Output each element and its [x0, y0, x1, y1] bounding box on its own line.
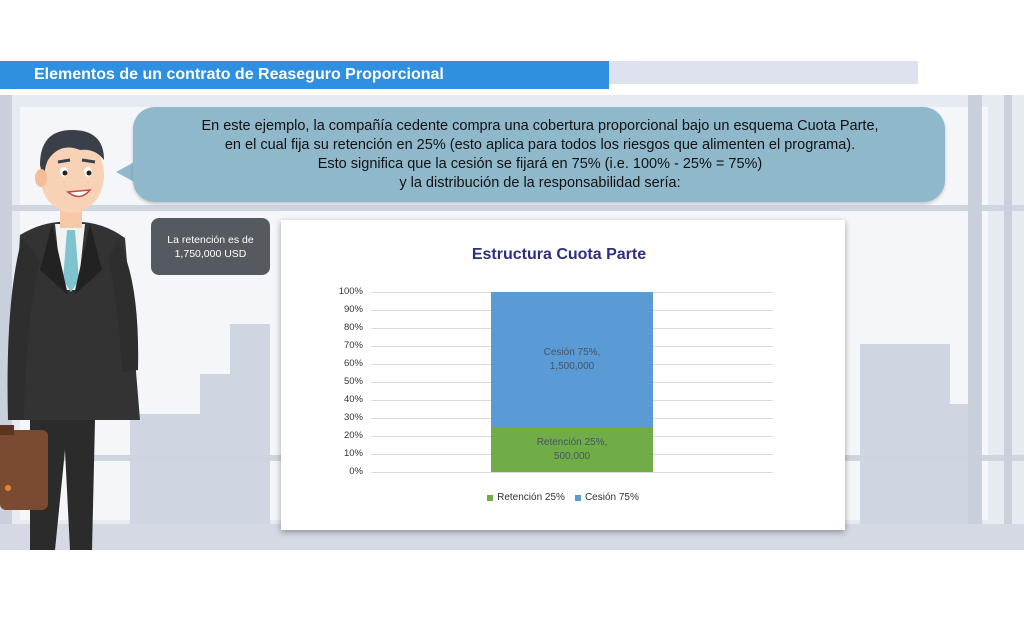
- y-tick-label: 60%: [343, 358, 363, 369]
- speech-bubble-text: En este ejemplo, la compañía cedente com…: [150, 117, 930, 193]
- businessman-illustration: [0, 130, 140, 550]
- y-tick-label: 100%: [338, 286, 363, 297]
- bubble-line: en el cual fija su retención en 25% (est…: [224, 137, 856, 153]
- window-pillar: [1004, 95, 1012, 550]
- gridline: [371, 472, 773, 473]
- y-tick-label: 90%: [343, 304, 363, 315]
- y-tick-label: 70%: [343, 340, 363, 351]
- y-tick-label: 30%: [343, 412, 363, 423]
- legend-swatch: [574, 494, 581, 501]
- chart-title: Estructura Cuota Parte: [471, 246, 647, 263]
- y-tick-label: 20%: [343, 430, 363, 441]
- city-building: [230, 324, 270, 524]
- bar-segment: [491, 427, 653, 472]
- data-label-line: Retención 25%,: [536, 436, 608, 448]
- retention-note-line2: 1,750,000 USD: [174, 247, 247, 260]
- data-label: Cesión 75%, 1,500,000: [491, 346, 653, 374]
- chart-legend: Retención 25% Cesión 75%: [281, 492, 845, 504]
- data-label-line: 1,500,000: [549, 360, 595, 372]
- data-label-line: 500,000: [553, 450, 591, 462]
- window-pillar: [968, 95, 982, 550]
- legend-label: Retención 25%: [497, 492, 565, 503]
- y-tick-label: 80%: [343, 322, 363, 333]
- header-gray-strip: [609, 61, 918, 84]
- legend-item: Cesión 75%: [574, 492, 639, 503]
- page-title: Elementos de un contrato de Reaseguro Pr…: [34, 66, 444, 83]
- data-label-line: Cesión 75%,: [543, 346, 601, 358]
- chart-card: Estructura Cuota Parte 100% 90% 80% 70% 60% 5…: [281, 220, 845, 530]
- y-tick-label: 0%: [349, 466, 363, 477]
- speech-bubble-tail: [116, 160, 138, 184]
- y-tick-label: 40%: [343, 394, 363, 405]
- y-tick-label: 10%: [343, 448, 363, 459]
- bubble-line: En este ejemplo, la compañía cedente com…: [201, 118, 879, 134]
- retention-note: La retención es de 1,750,000 USD: [151, 218, 270, 275]
- legend-swatch: [487, 494, 494, 501]
- legend-label: Cesión 75%: [584, 492, 639, 503]
- y-tick-label: 50%: [343, 376, 363, 387]
- legend-item: Retención 25%: [487, 492, 565, 503]
- retention-note-line1: La retención es de: [167, 233, 254, 246]
- data-label: Retención 25%, 500,000: [491, 436, 653, 464]
- bubble-line: Esto significa que la cesión se fijará e…: [317, 156, 763, 172]
- header-bar: [0, 61, 609, 89]
- city-building: [130, 414, 200, 524]
- bubble-line: y la distribución de la responsabilidad …: [399, 175, 681, 191]
- speech-bubble: [133, 107, 945, 202]
- bar-segment: [491, 292, 653, 427]
- window-rail: [0, 205, 1024, 211]
